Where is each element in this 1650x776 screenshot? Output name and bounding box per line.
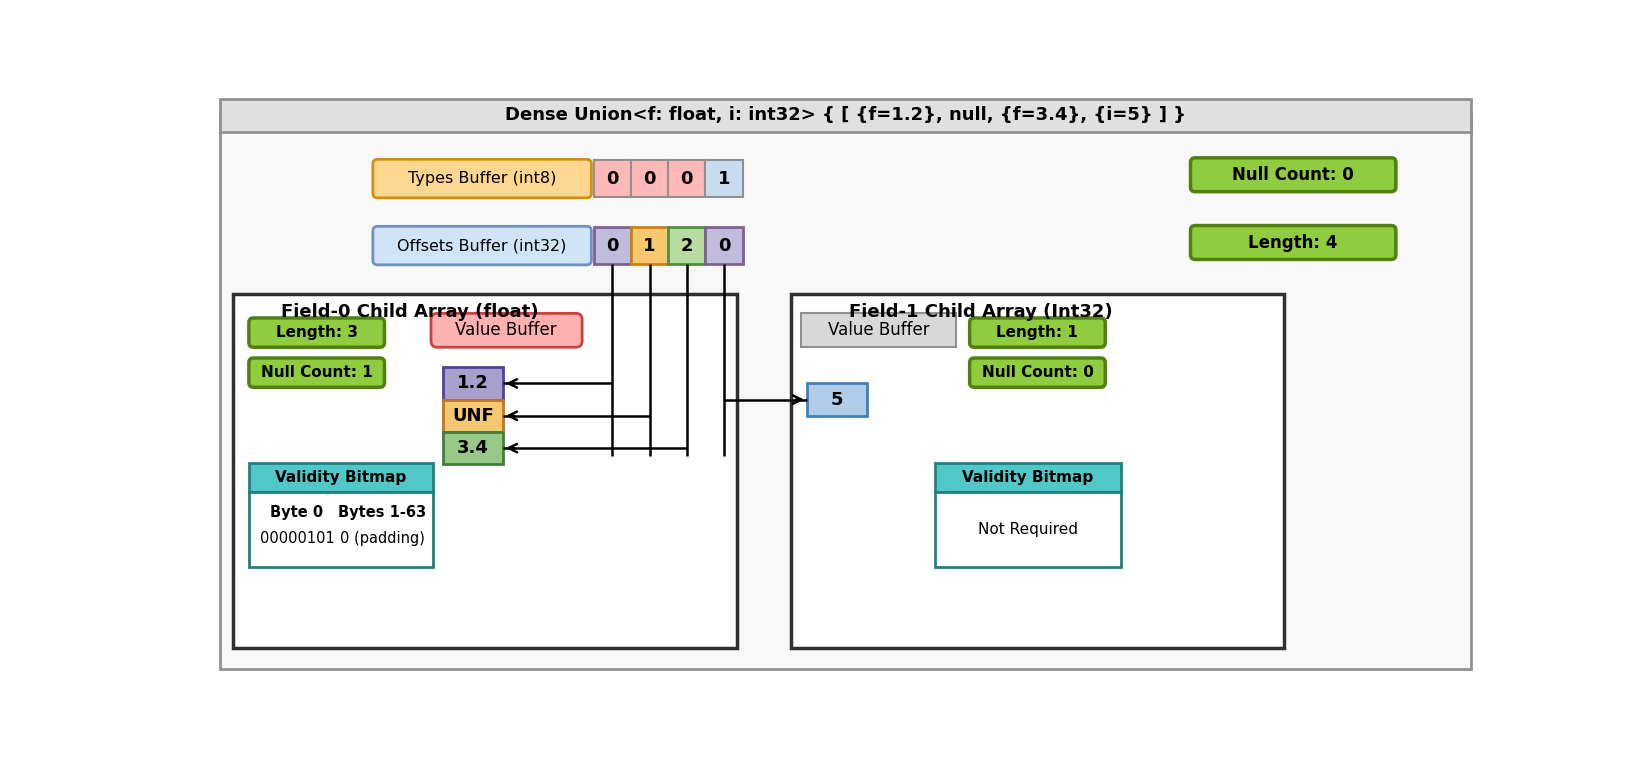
Text: Types Buffer (int8): Types Buffer (int8) [408,171,556,186]
FancyBboxPatch shape [249,318,384,347]
Text: 0: 0 [606,237,619,255]
Bar [442,367,503,400]
Text: 2: 2 [680,237,693,255]
Text: Length: 3: Length: 3 [276,325,358,340]
FancyBboxPatch shape [970,318,1106,347]
FancyBboxPatch shape [1191,158,1396,192]
FancyBboxPatch shape [373,227,591,265]
Text: Field-1 Child Array (Int32): Field-1 Child Array (Int32) [850,303,1114,320]
Text: UNF: UNF [452,407,493,424]
Text: Validity Bitmap: Validity Bitmap [276,469,408,485]
Text: 0 (padding): 0 (padding) [340,531,424,546]
Text: Null Count: 0: Null Count: 0 [982,365,1094,380]
Text: 0: 0 [606,170,619,188]
Text: 1: 1 [644,237,655,255]
Text: Validity Bitmap: Validity Bitmap [962,469,1094,485]
Bar [233,294,738,648]
Text: Value Buffer: Value Buffer [455,321,558,339]
Bar [594,227,630,264]
Bar [630,160,668,197]
FancyBboxPatch shape [431,314,582,347]
Text: Length: 4: Length: 4 [1249,234,1338,251]
Text: Value Buffer: Value Buffer [828,321,929,339]
Text: 1.2: 1.2 [457,374,488,393]
FancyBboxPatch shape [1191,226,1396,259]
Bar [705,160,742,197]
Bar [249,462,434,492]
Text: 1: 1 [718,170,731,188]
Bar [219,99,1472,132]
Text: Offsets Buffer (int32): Offsets Buffer (int32) [398,238,568,253]
Text: Field-0 Child Array (float): Field-0 Child Array (float) [280,303,538,320]
Bar [442,400,503,432]
Text: Dense Union<f: float, i: int32> { [ {f=1.2}, null, {f=3.4}, {i=5} ] }: Dense Union<f: float, i: int32> { [ {f=1… [505,106,1186,124]
Bar [594,160,630,197]
Text: Null Count: 1: Null Count: 1 [261,365,373,380]
Bar [249,492,434,567]
Text: Length: 1: Length: 1 [997,325,1079,340]
Bar [792,294,1284,648]
Bar [442,432,503,464]
FancyBboxPatch shape [249,358,384,387]
Bar [630,227,668,264]
Text: 3.4: 3.4 [457,439,488,457]
Text: 00000101: 00000101 [259,531,335,546]
Text: Null Count: 0: Null Count: 0 [1233,166,1355,184]
Text: 0: 0 [644,170,655,188]
Bar [802,314,957,347]
Bar [807,383,868,416]
Text: Byte 0: Byte 0 [271,504,323,519]
FancyBboxPatch shape [970,358,1106,387]
Text: Not Required: Not Required [978,522,1077,537]
Text: 0: 0 [718,237,731,255]
Bar [936,462,1120,492]
FancyBboxPatch shape [373,159,591,198]
Bar [668,160,705,197]
Text: 0: 0 [680,170,693,188]
Text: Bytes 1-63: Bytes 1-63 [338,504,426,519]
Bar [936,492,1120,567]
Text: 5: 5 [832,390,843,409]
Bar [705,227,742,264]
Bar [668,227,705,264]
